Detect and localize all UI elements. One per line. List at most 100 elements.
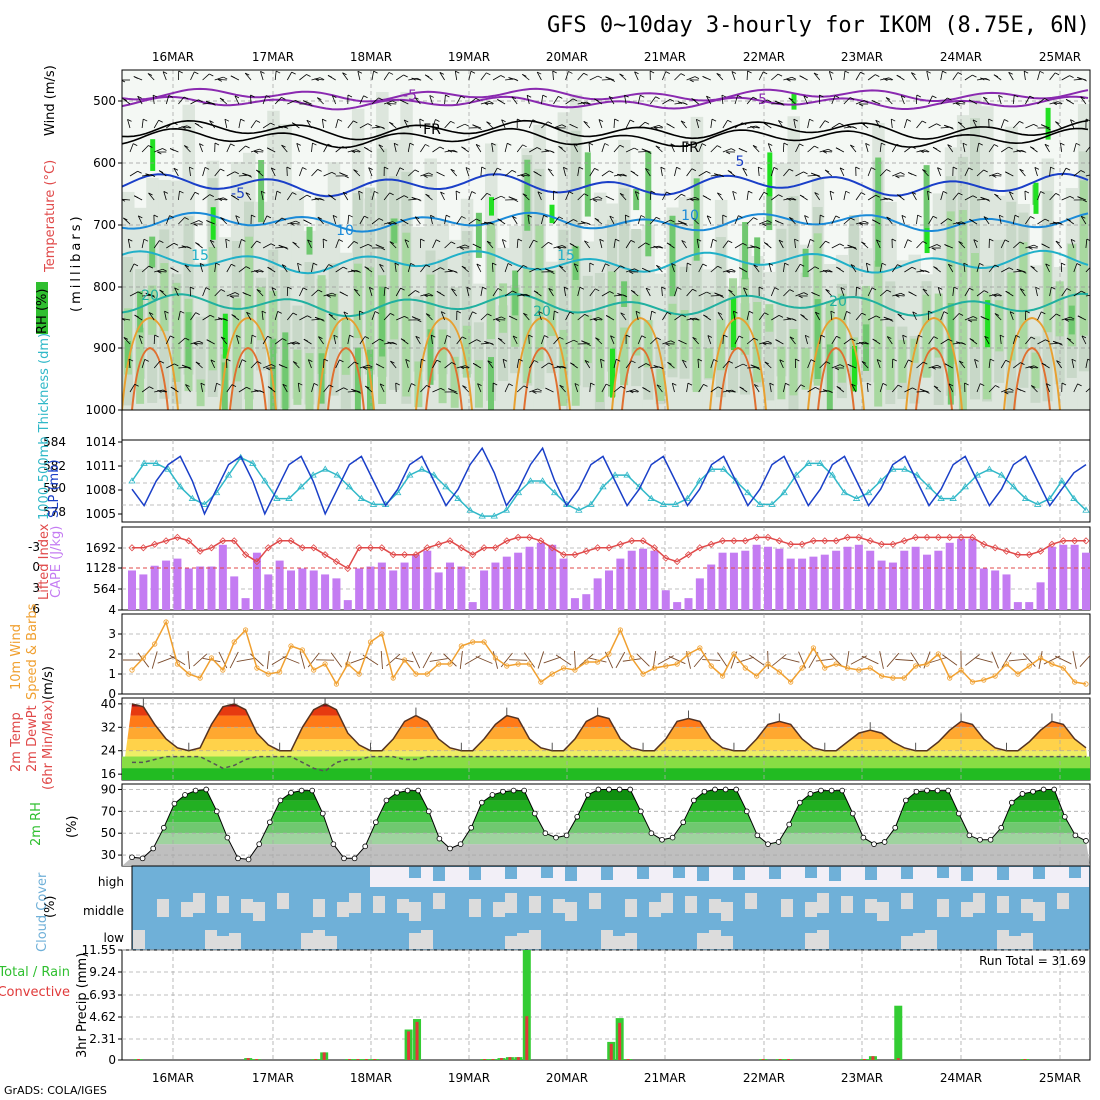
wind-barb	[165, 95, 170, 105]
wind-barb	[928, 244, 938, 249]
wind-barb-flag	[1019, 168, 1024, 172]
wind-barb	[928, 336, 935, 345]
mid-cloud-cell	[157, 899, 169, 917]
wind-barb	[722, 268, 732, 273]
wind-barb	[1073, 383, 1078, 393]
wind-barb-flag	[1081, 215, 1086, 219]
wind-barb	[619, 73, 627, 81]
mid-cloud-cell	[685, 896, 697, 913]
mid-cloud-cell	[937, 899, 949, 917]
wind-barb-flag	[660, 166, 666, 170]
top-date-label: 22MAR	[743, 50, 785, 64]
low-cloud-cell	[613, 936, 625, 949]
wind-barb-flag	[656, 337, 661, 341]
wind-barb	[662, 71, 667, 81]
wind-barb-flag	[1075, 142, 1081, 146]
wind-barb	[395, 287, 401, 297]
cape-bar	[673, 602, 682, 610]
rh-point	[595, 786, 602, 793]
wind-barb	[886, 336, 893, 345]
wind-barb	[947, 144, 954, 153]
wind-barb	[829, 653, 843, 667]
wind-barb-flag	[331, 292, 337, 296]
wind-barb-flag	[307, 239, 312, 243]
precip-convective-bar	[618, 1022, 622, 1060]
wind-barb-flag	[225, 238, 230, 242]
low-cloud-cell	[229, 933, 241, 949]
wind-barb-flag	[1008, 267, 1014, 271]
rh-shade	[765, 304, 774, 332]
precip-convective-bar	[862, 1059, 866, 1060]
wind-barb-flag	[318, 289, 323, 293]
rh-point	[924, 787, 930, 794]
mid-cloud-cell	[805, 902, 817, 917]
wind-barb	[686, 262, 688, 273]
wind-barb-flag	[389, 192, 394, 196]
wind-barb	[318, 336, 324, 345]
wind-barb-flag	[441, 311, 446, 315]
wind-barb	[183, 145, 191, 153]
wind-barb-flag	[957, 72, 963, 75]
wind-barb-flag	[641, 267, 647, 271]
wind-barb	[795, 171, 804, 177]
wind-barb	[468, 218, 477, 225]
thickness-line-point	[840, 488, 849, 496]
wind-barb	[122, 318, 131, 321]
wind-barb-flag	[1056, 313, 1061, 317]
wind-barb-flag	[933, 385, 939, 389]
wind-barb-flag	[936, 364, 942, 368]
wind-barb-flag	[907, 239, 912, 242]
wind-barb	[638, 363, 647, 369]
wind-barb	[1085, 387, 1090, 393]
wind-barb-flag	[581, 340, 586, 344]
rh-shade	[305, 353, 314, 410]
wind-barb	[209, 120, 216, 129]
wind-barb-flag	[128, 238, 133, 242]
wind-barb-flag	[947, 97, 952, 101]
wind-barb-flag	[1095, 294, 1099, 296]
wind-barb	[722, 120, 728, 129]
wind-barb-flag	[231, 194, 236, 198]
wind-barb-flag	[584, 240, 589, 244]
wind-barb-flag	[592, 318, 598, 322]
wind-barb	[1073, 143, 1077, 153]
wind-barb	[722, 240, 729, 249]
wind-barb	[1035, 287, 1038, 297]
wind-barb-flag	[1052, 102, 1057, 106]
wind-barb-flag	[974, 358, 979, 362]
wind-barb	[266, 651, 270, 669]
wind-barb	[1000, 360, 1007, 369]
wind-barb	[138, 335, 143, 345]
wind-barb	[786, 78, 796, 81]
wind-barb-flag	[732, 190, 737, 194]
wind-barb-flag	[513, 199, 519, 203]
li-line-point	[594, 544, 602, 552]
wind-barb-flag	[525, 173, 531, 176]
wind-barb	[952, 100, 962, 105]
wind-barb-flag	[676, 166, 681, 170]
wind-barb-flag	[326, 295, 331, 298]
wind-barb	[771, 102, 781, 105]
rh-shade	[487, 222, 495, 340]
mid-cloud-cell	[649, 902, 661, 917]
wind-barb	[916, 390, 926, 393]
wind-barb-flag	[764, 242, 769, 245]
wind-barb	[123, 337, 131, 345]
wind-speed-line-point	[629, 655, 635, 661]
wind-barb-flag	[162, 268, 167, 272]
wind-barb-flag	[798, 295, 803, 299]
wind-barb	[299, 167, 303, 177]
wind-barb-flag	[164, 310, 169, 314]
wind-barb-flag	[473, 363, 478, 366]
top-date-label: 19MAR	[448, 50, 490, 64]
wind-barb-flag	[198, 340, 204, 344]
wind-barb-flag	[379, 338, 384, 342]
rh-point	[881, 839, 888, 845]
wind-barb-flag	[507, 142, 512, 146]
wind-barb-flag	[953, 286, 959, 290]
wind-barb-flag	[738, 335, 744, 339]
wind-barb	[200, 383, 203, 393]
li-line-point	[946, 533, 954, 541]
rh-point	[754, 832, 761, 839]
cape-bar	[718, 552, 727, 610]
